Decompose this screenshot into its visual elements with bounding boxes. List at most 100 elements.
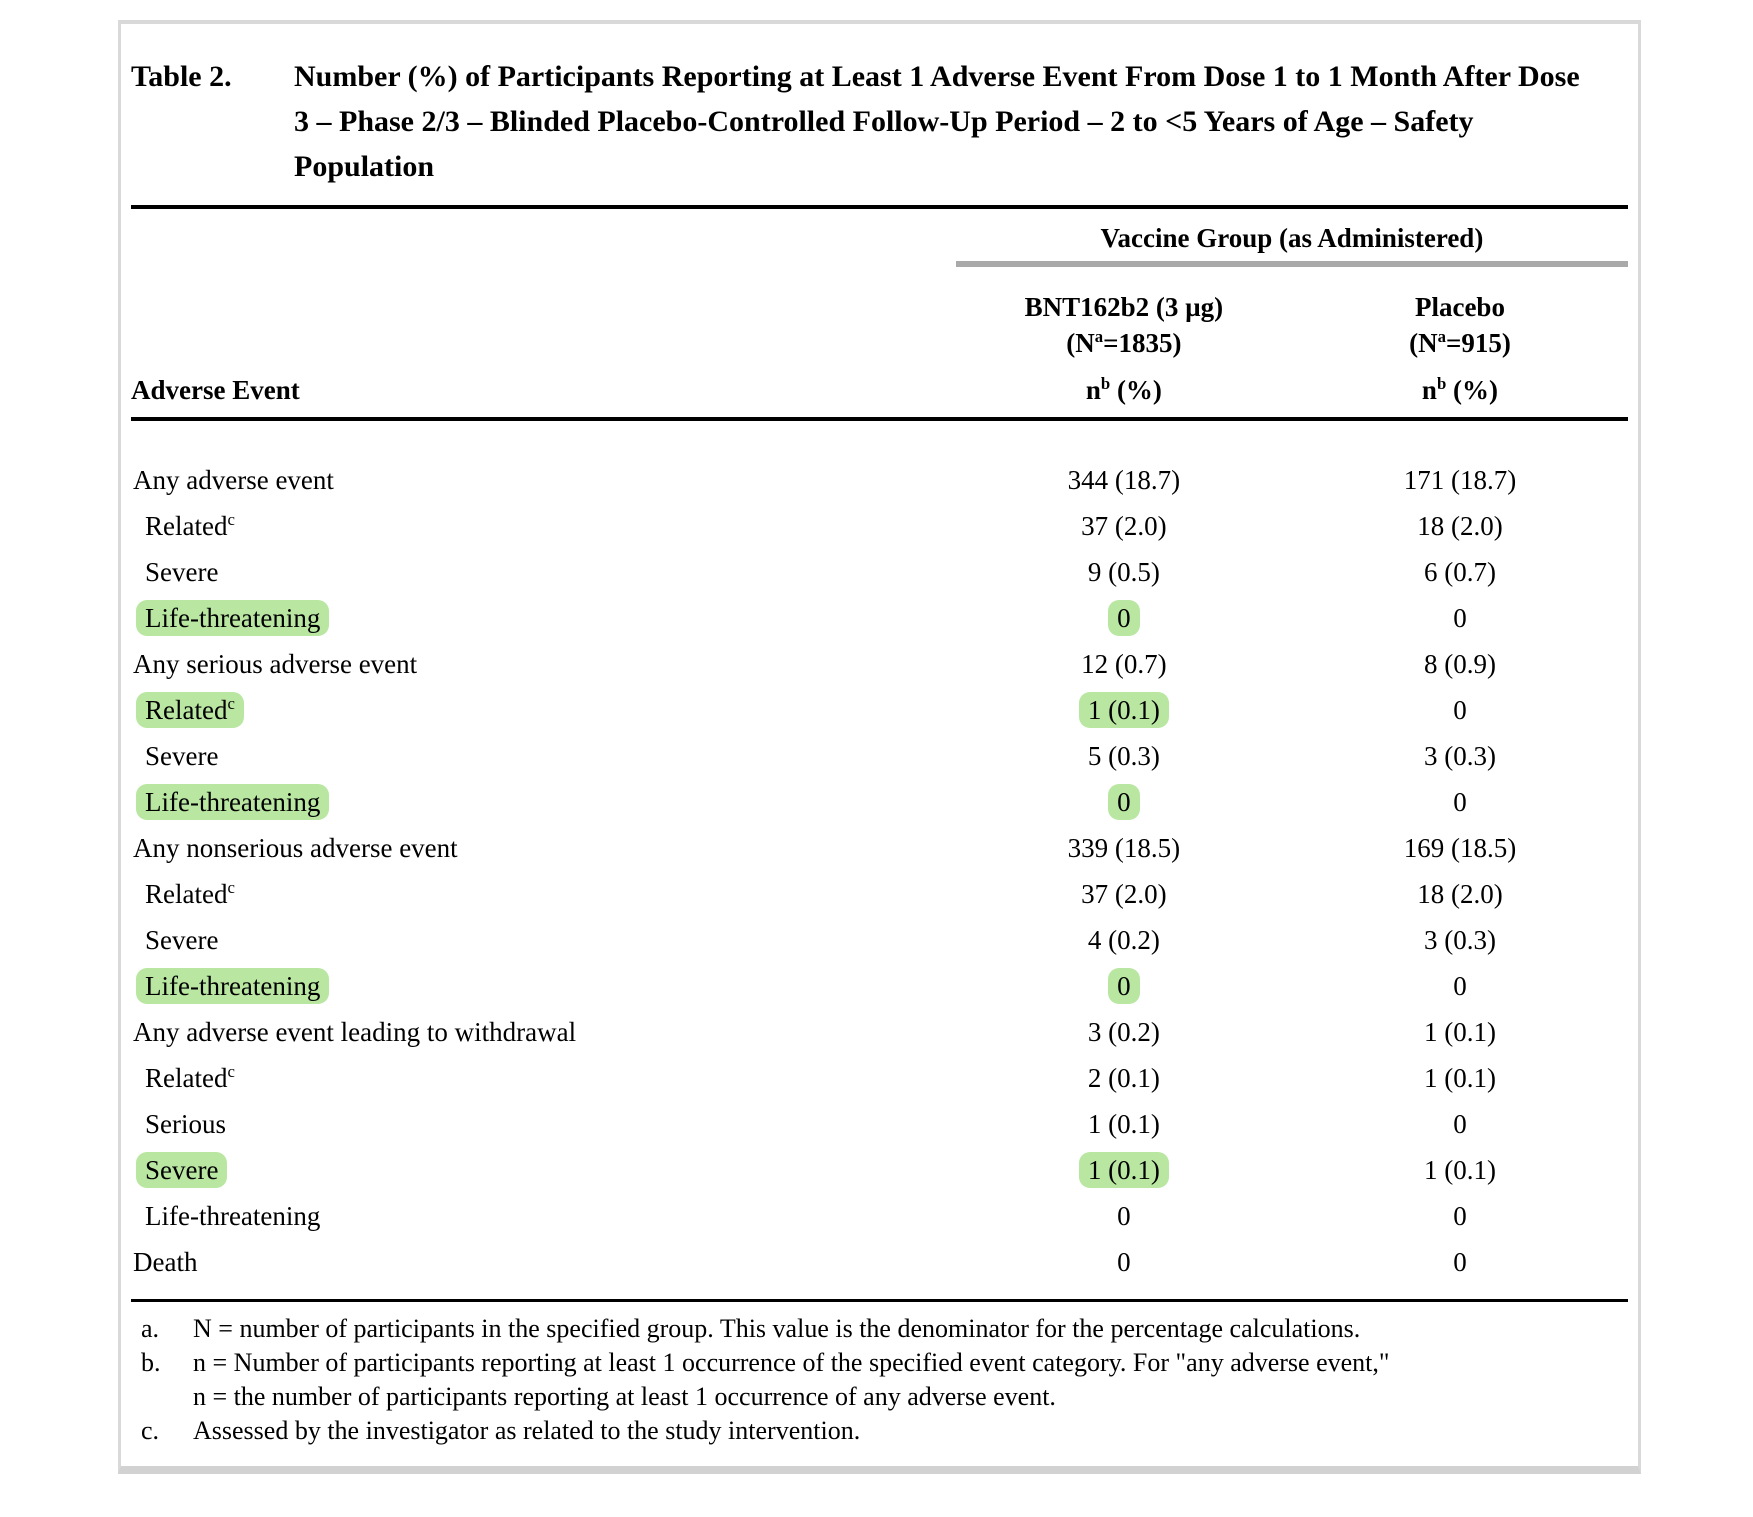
placebo-value: 1 (0.1) [1423, 1062, 1496, 1093]
bnt-value: 1 (0.1) [956, 1151, 1292, 1188]
placebo-value: 6 (0.7) [1423, 556, 1496, 587]
highlight-value: 0 [1108, 599, 1140, 636]
footnote-text: n = the number of participants reporting… [193, 1382, 1056, 1411]
table-row-severe: Severe 1 (0.1) 1 (0.1) [131, 1147, 1628, 1193]
row-label: Any adverse event [133, 464, 334, 495]
adverse-event-column-label: Adverse Event [131, 375, 300, 405]
row-label: Any serious adverse event [133, 648, 418, 679]
row-label: Severe [145, 740, 219, 771]
table-title: Table 2. Number (%) of Participants Repo… [131, 54, 1628, 189]
superscript-b: b [1100, 374, 1111, 393]
table-row-death: Death 0 0 [131, 1239, 1628, 1285]
footnote-c: c. Assessed by the investigator as relat… [131, 1414, 1628, 1448]
table-row-severe: Severe 4 (0.2) 3 (0.3) [131, 917, 1628, 963]
footnote-text: N = number of participants in the specif… [193, 1314, 1361, 1343]
placebo-value: 169 (18.5) [1403, 832, 1517, 863]
n-percent-label-placebo: nb (%) [1421, 374, 1498, 405]
superscript-b: b [1436, 374, 1447, 393]
superscript-c: c [227, 1061, 235, 1081]
superscript-c: c [227, 877, 235, 897]
table-row-life-threatening: Life-threatening 0 0 [131, 595, 1628, 641]
table-title-text: Number (%) of Participants Reporting at … [294, 60, 1580, 183]
table-row-any-adverse-event-leading-to-withdrawal: Any adverse event leading to withdrawal … [131, 1009, 1628, 1055]
row-label: Death [133, 1246, 198, 1277]
placebo-value: 8 (0.9) [1423, 648, 1496, 679]
table-number: Table 2. [131, 60, 232, 93]
placebo-value: 18 (2.0) [1417, 510, 1503, 541]
bnt-value: 0 [956, 599, 1292, 636]
column-header-placebo: Placebo (Na=915) [1292, 289, 1628, 361]
column-header-spacer [131, 289, 956, 361]
row-label: Relatedc [145, 877, 235, 909]
table-body: Any adverse event 344 (18.7) 171 (18.7) … [131, 421, 1628, 1285]
highlight-value: 0 [1108, 967, 1140, 1004]
row-label: Severe [145, 556, 219, 587]
row-label: Life-threatening [145, 1200, 321, 1231]
placebo-value: 0 [1453, 694, 1467, 725]
table-row-any-nonserious-adverse-event: Any nonserious adverse event 339 (18.5) … [131, 825, 1628, 871]
row-label: Life-threatening [131, 599, 956, 636]
footnote-marker-empty [131, 1380, 193, 1414]
superscript-a: a [1094, 327, 1104, 346]
footnote-marker: c. [141, 1416, 160, 1445]
footnote-marker: a. [141, 1314, 160, 1343]
highlight-label: Life-threatening [136, 783, 330, 820]
table-row-any-serious-adverse-event: Any serious adverse event 12 (0.7) 8 (0.… [131, 641, 1628, 687]
column-headers: BNT162b2 (3 µg) (Na=1835) Placebo (Na=91… [131, 289, 1628, 361]
vaccine-group-zone: Vaccine Group (as Administered) [955, 221, 1628, 267]
row-label: Relatedc [145, 509, 235, 541]
highlight-value: 1 (0.1) [1078, 1151, 1169, 1188]
bnt-value: 4 (0.2) [1087, 924, 1160, 955]
table-header: Vaccine Group (as Administered) BNT162b2… [131, 221, 1628, 407]
table-row-any-adverse-event: Any adverse event 344 (18.7) 171 (18.7) [131, 457, 1628, 503]
bnt-value: 9 (0.5) [1087, 556, 1160, 587]
superscript-c: c [227, 509, 235, 529]
placebo-value: 0 [1453, 1200, 1467, 1231]
bnt-value: 339 (18.5) [1067, 832, 1181, 863]
vaccine-group-title: Vaccine Group (as Administered) [1100, 223, 1484, 253]
table-row-severe: Severe 5 (0.3) 3 (0.3) [131, 733, 1628, 779]
highlight-value: 1 (0.1) [1078, 691, 1169, 728]
footnote-a: a. N = number of participants in the spe… [131, 1312, 1628, 1346]
table-row-serious: Serious 1 (0.1) 0 [131, 1101, 1628, 1147]
placebo-value: 0 [1453, 1108, 1467, 1139]
placebo-value: 171 (18.7) [1403, 464, 1517, 495]
row-label: Severe [145, 924, 219, 955]
row-label: Life-threatening [131, 783, 956, 820]
placebo-value: 0 [1453, 970, 1467, 1001]
placebo-value: 3 (0.3) [1423, 924, 1496, 955]
bnt162b2-name: BNT162b2 (3 µg) [1024, 292, 1224, 322]
bnt-value: 2 (0.1) [1087, 1062, 1160, 1093]
highlight-value: 0 [1108, 783, 1140, 820]
bnt-value: 0 [1117, 1200, 1131, 1231]
superscript-a: a [1437, 327, 1446, 346]
table-row-related: Relatedc 2 (0.1) 1 (0.1) [131, 1055, 1628, 1101]
footnote-text: Assessed by the investigator as related … [193, 1416, 861, 1445]
bnt-value: 344 (18.7) [1067, 464, 1181, 495]
row-label: Any adverse event leading to withdrawal [133, 1016, 577, 1047]
footnote-marker: b. [141, 1348, 161, 1377]
row-label: Severe [131, 1151, 956, 1188]
superscript-c: c [227, 693, 235, 713]
footnote-b-continued: n = the number of participants reporting… [131, 1380, 1628, 1414]
bnt162b2-n: (Na=1835) [1066, 327, 1182, 358]
document-page: Table 2. Number (%) of Participants Repo… [118, 20, 1641, 1474]
bnt-value: 0 [956, 783, 1292, 820]
table-row-related: Relatedc 1 (0.1) 0 [131, 687, 1628, 733]
title-divider [131, 205, 1628, 209]
vaccine-group-underline [955, 261, 1628, 267]
bnt-value: 1 (0.1) [1087, 1108, 1160, 1139]
highlight-label: Life-threatening [136, 599, 330, 636]
row-label: Relatedc [145, 1061, 235, 1093]
row-label: Relatedc [131, 691, 956, 728]
row-label: Life-threatening [131, 967, 956, 1004]
bnt-value: 37 (2.0) [1081, 510, 1167, 541]
bnt-value: 12 (0.7) [1081, 648, 1167, 679]
highlight-label: Severe [136, 1151, 228, 1188]
row-label: Any nonserious adverse event [133, 832, 458, 863]
footnote-divider [131, 1299, 1628, 1302]
table-row-life-threatening: Life-threatening 0 0 [131, 963, 1628, 1009]
placebo-value: 3 (0.3) [1423, 740, 1496, 771]
highlight-label: Life-threatening [136, 967, 330, 1004]
row-label: Serious [145, 1108, 226, 1139]
